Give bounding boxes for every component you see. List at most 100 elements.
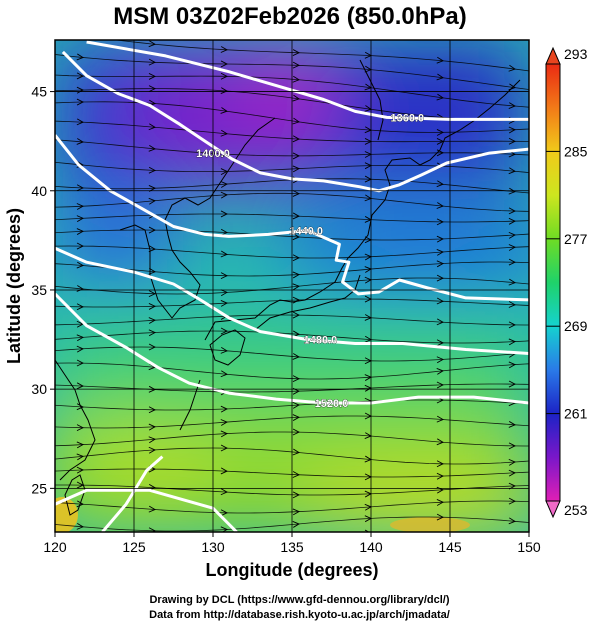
colorbar-tick-label: 253 xyxy=(564,502,588,518)
streamline xyxy=(55,399,529,411)
streamline-arrow xyxy=(76,72,85,80)
streamline-arrow xyxy=(508,126,517,134)
streamline-arrow xyxy=(508,102,516,109)
streamline-arrow xyxy=(508,217,517,225)
contour-line xyxy=(55,134,529,302)
streamline xyxy=(55,74,529,108)
china-coast xyxy=(55,359,96,481)
streamline-arrow xyxy=(148,73,157,80)
streamline-arrow xyxy=(148,40,156,48)
streamline-arrow xyxy=(148,58,157,66)
streamline-arrow xyxy=(148,290,157,298)
streamline-arrow xyxy=(220,87,228,94)
streamline-arrow xyxy=(436,318,445,326)
streamline-arrow xyxy=(220,72,229,80)
colorbar-tick-label: 285 xyxy=(564,143,588,159)
streamline-arrow xyxy=(220,488,229,496)
streamline-arrow xyxy=(148,385,157,393)
x-tick-label: 125 xyxy=(122,539,146,555)
y-tick-label: 45 xyxy=(31,84,47,100)
x-tick-label: 135 xyxy=(280,539,304,555)
streamline-arrow xyxy=(76,500,84,508)
streamline-arrow xyxy=(220,250,228,258)
streamline-arrow xyxy=(76,453,84,461)
streamline-arrow xyxy=(292,75,300,83)
streamline-arrow xyxy=(220,430,229,438)
y-axis-title: Latitude (degrees) xyxy=(4,208,24,364)
streamline-arrow xyxy=(220,370,228,378)
warm-spot xyxy=(55,497,78,532)
streamline-arrow xyxy=(436,138,445,145)
streamline-arrow xyxy=(292,165,301,173)
streamline-arrow xyxy=(508,321,517,329)
streamline xyxy=(55,431,529,447)
streamline-arrow xyxy=(508,380,517,388)
streamline-arrow xyxy=(436,248,444,256)
streamline xyxy=(55,298,529,308)
streamline-arrow xyxy=(220,299,229,307)
streamline-arrow xyxy=(148,123,156,131)
streamline-arrow xyxy=(76,523,84,530)
streamline-arrow xyxy=(76,215,85,222)
streamline-arrow xyxy=(508,167,516,175)
ryukyu-islands xyxy=(179,379,201,431)
streamline-arrow xyxy=(508,421,516,428)
streamline-arrow xyxy=(436,460,445,468)
x-axis: 120 125 130 135 140 145 150 xyxy=(43,532,541,555)
streamline-arrow xyxy=(76,86,85,94)
streamline-arrow xyxy=(364,529,373,532)
colorbar-ticks: 253 261 269 277 285 293 xyxy=(546,46,588,518)
streamline-arrow xyxy=(220,46,229,53)
colorbar-tick-label: 277 xyxy=(564,231,588,247)
kyushu-coast xyxy=(209,329,246,366)
streamline-arrow xyxy=(148,527,157,532)
colorbar: 253 261 269 277 285 293 xyxy=(545,46,588,519)
streamline-arrow xyxy=(76,382,85,390)
colorbar-tick-label: 269 xyxy=(564,318,588,334)
warm-spot xyxy=(390,517,470,532)
streamline-arrow xyxy=(76,138,84,145)
streamline-arrow xyxy=(220,327,229,335)
streamline-arrow xyxy=(436,499,445,506)
streamline-arrow xyxy=(148,317,157,324)
x-tick-label: 130 xyxy=(201,539,225,555)
streamline-arrow xyxy=(76,242,85,250)
streamline-arrow xyxy=(76,203,85,210)
streamline-arrow xyxy=(220,347,228,354)
chart-title: MSM 03Z02Feb2026 (850.0hPa) xyxy=(113,3,467,30)
streamline-arrow xyxy=(436,339,445,347)
streamline-arrow xyxy=(436,235,445,243)
streamline xyxy=(55,516,529,532)
streamline xyxy=(55,447,529,465)
colorbar-body xyxy=(545,63,561,502)
streamline-arrow xyxy=(436,202,444,209)
streamline xyxy=(55,500,529,514)
streamline-arrow xyxy=(436,472,445,480)
streamline xyxy=(55,120,529,143)
contour-line xyxy=(55,488,238,532)
streamline-arrow xyxy=(292,94,300,102)
streamline-arrow xyxy=(77,32,84,39)
credit-line-2: Data from http://database.rish.kyoto-u.a… xyxy=(149,609,450,621)
streamline-arrow xyxy=(508,469,517,477)
streamline-arrow xyxy=(220,181,228,188)
streamline-arrow xyxy=(292,117,300,125)
contour-line xyxy=(55,292,529,405)
streamline-arrow xyxy=(508,517,516,525)
streamline-arrow xyxy=(436,274,445,282)
streamline-arrow xyxy=(148,245,156,253)
streamline-arrow xyxy=(148,329,157,337)
streamline-arrow xyxy=(508,338,517,346)
streamline xyxy=(55,161,529,174)
streamline xyxy=(55,139,529,157)
streamline-arrow xyxy=(292,283,300,291)
streamline-arrow xyxy=(292,428,301,436)
colorbar-tick-label: 261 xyxy=(564,406,588,422)
streamline-arrow xyxy=(76,334,84,342)
streamline-arrow xyxy=(292,521,300,528)
streamline-arrow xyxy=(220,107,228,114)
streamline-arrow xyxy=(436,438,444,446)
streamline-arrow xyxy=(292,448,300,456)
streamline-arrow xyxy=(508,458,516,466)
